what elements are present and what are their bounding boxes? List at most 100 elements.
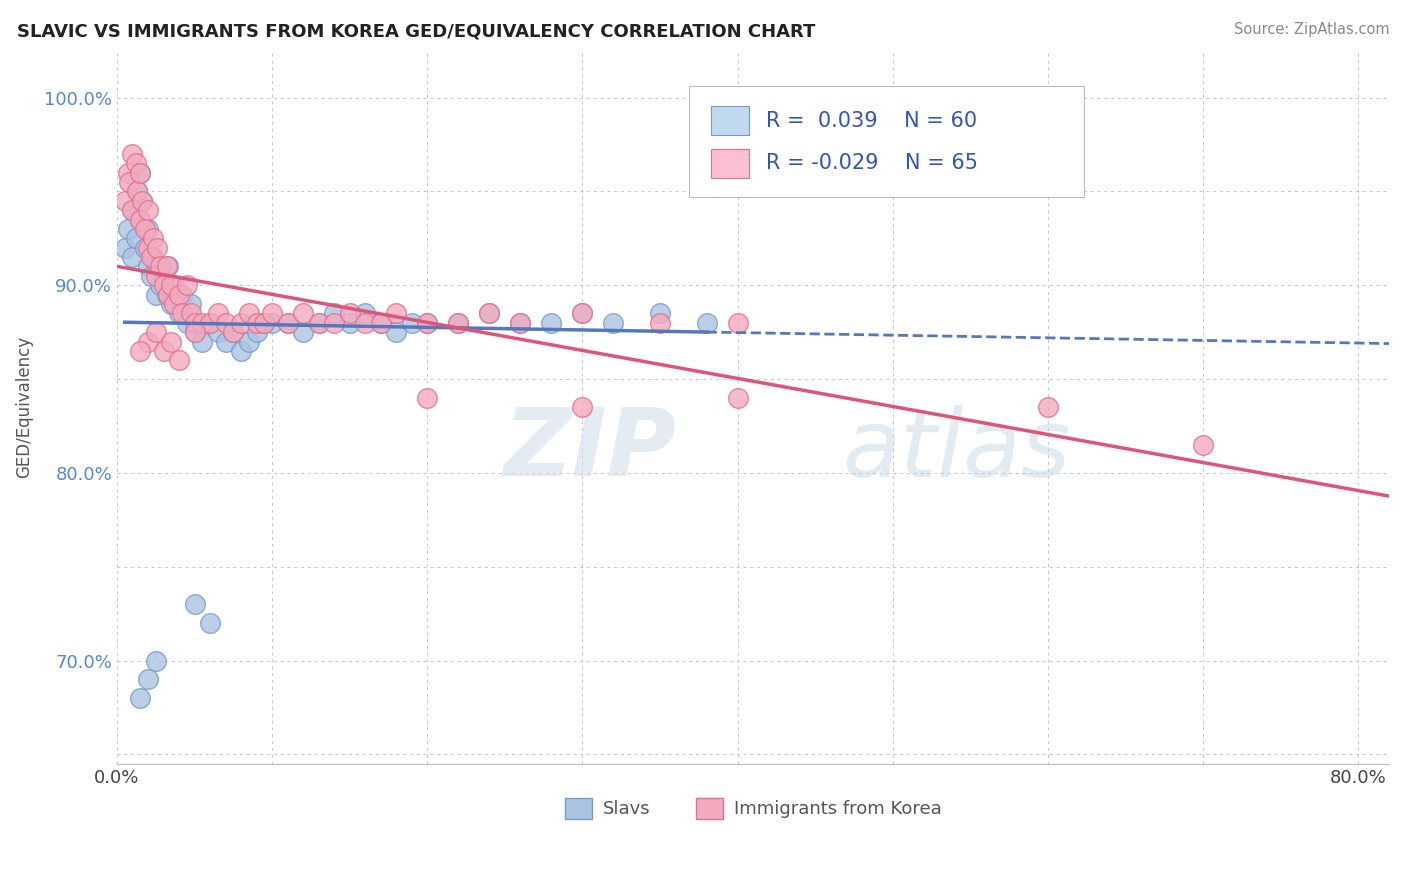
Point bbox=[277, 316, 299, 330]
Point bbox=[222, 325, 245, 339]
Point bbox=[416, 316, 439, 330]
Point bbox=[191, 334, 214, 349]
Point bbox=[339, 306, 361, 320]
Point bbox=[136, 334, 159, 349]
Point bbox=[118, 175, 141, 189]
Point bbox=[447, 316, 470, 330]
Point bbox=[229, 343, 252, 358]
Point bbox=[157, 287, 180, 301]
Point bbox=[121, 203, 143, 218]
Point bbox=[127, 185, 149, 199]
Point bbox=[509, 316, 531, 330]
Point bbox=[478, 306, 501, 320]
Point bbox=[172, 306, 194, 320]
Point bbox=[167, 353, 190, 368]
Point bbox=[121, 203, 143, 218]
Point bbox=[214, 334, 236, 349]
Point bbox=[191, 316, 214, 330]
Point bbox=[370, 316, 392, 330]
Point bbox=[401, 316, 423, 330]
Point bbox=[262, 316, 284, 330]
Point bbox=[134, 222, 156, 236]
Point bbox=[146, 260, 169, 274]
Point bbox=[198, 316, 221, 330]
Point bbox=[180, 306, 202, 320]
FancyBboxPatch shape bbox=[711, 149, 749, 178]
Point bbox=[152, 343, 174, 358]
Point bbox=[160, 278, 183, 293]
Text: ZIP: ZIP bbox=[503, 404, 676, 496]
Point bbox=[478, 306, 501, 320]
FancyBboxPatch shape bbox=[711, 106, 749, 135]
Point bbox=[129, 212, 152, 227]
Point bbox=[183, 597, 205, 611]
Point bbox=[183, 325, 205, 339]
Point bbox=[238, 334, 260, 349]
Point bbox=[121, 147, 143, 161]
Point bbox=[229, 316, 252, 330]
Point bbox=[139, 268, 162, 283]
Point bbox=[180, 297, 202, 311]
Text: Source: ZipAtlas.com: Source: ZipAtlas.com bbox=[1233, 22, 1389, 37]
Point bbox=[152, 278, 174, 293]
Point bbox=[648, 306, 671, 320]
Point bbox=[136, 260, 159, 274]
Point bbox=[602, 316, 624, 330]
Point bbox=[124, 231, 146, 245]
Point bbox=[134, 241, 156, 255]
Point bbox=[509, 316, 531, 330]
Point bbox=[160, 334, 183, 349]
Point bbox=[339, 316, 361, 330]
Point bbox=[139, 250, 162, 264]
Point bbox=[145, 287, 167, 301]
Point bbox=[136, 241, 159, 255]
Point bbox=[149, 260, 172, 274]
Point bbox=[727, 391, 749, 405]
Point bbox=[114, 241, 136, 255]
Point bbox=[149, 278, 172, 293]
Point bbox=[207, 325, 229, 339]
Point bbox=[416, 316, 439, 330]
Point bbox=[172, 287, 194, 301]
FancyBboxPatch shape bbox=[689, 87, 1084, 197]
Point bbox=[246, 325, 269, 339]
Point bbox=[571, 306, 593, 320]
Point bbox=[145, 325, 167, 339]
Point bbox=[167, 306, 190, 320]
Point bbox=[127, 185, 149, 199]
Point bbox=[214, 316, 236, 330]
Point bbox=[253, 316, 276, 330]
Point bbox=[156, 260, 179, 274]
Point bbox=[262, 306, 284, 320]
Point bbox=[131, 194, 153, 208]
Point bbox=[385, 306, 408, 320]
Point bbox=[1036, 401, 1059, 415]
Point bbox=[253, 316, 276, 330]
Point bbox=[571, 401, 593, 415]
Point bbox=[277, 316, 299, 330]
Point bbox=[117, 166, 139, 180]
Point bbox=[540, 316, 562, 330]
Y-axis label: GED/Equivalency: GED/Equivalency bbox=[15, 336, 32, 478]
Point bbox=[121, 250, 143, 264]
Point bbox=[114, 194, 136, 208]
Point bbox=[1192, 438, 1215, 452]
Legend: Slavs, Immigrants from Korea: Slavs, Immigrants from Korea bbox=[558, 791, 949, 826]
Point bbox=[129, 343, 152, 358]
Point bbox=[117, 222, 139, 236]
Point bbox=[146, 241, 169, 255]
Point bbox=[416, 391, 439, 405]
Point bbox=[222, 325, 245, 339]
Point bbox=[292, 306, 315, 320]
Point bbox=[136, 203, 159, 218]
Point bbox=[727, 316, 749, 330]
Point bbox=[246, 316, 269, 330]
Text: R = -0.029    N = 65: R = -0.029 N = 65 bbox=[766, 153, 977, 173]
Point bbox=[160, 297, 183, 311]
Point bbox=[447, 316, 470, 330]
Point bbox=[129, 166, 152, 180]
Point bbox=[370, 316, 392, 330]
Text: SLAVIC VS IMMIGRANTS FROM KOREA GED/EQUIVALENCY CORRELATION CHART: SLAVIC VS IMMIGRANTS FROM KOREA GED/EQUI… bbox=[17, 22, 815, 40]
Point bbox=[145, 654, 167, 668]
Point bbox=[308, 316, 330, 330]
